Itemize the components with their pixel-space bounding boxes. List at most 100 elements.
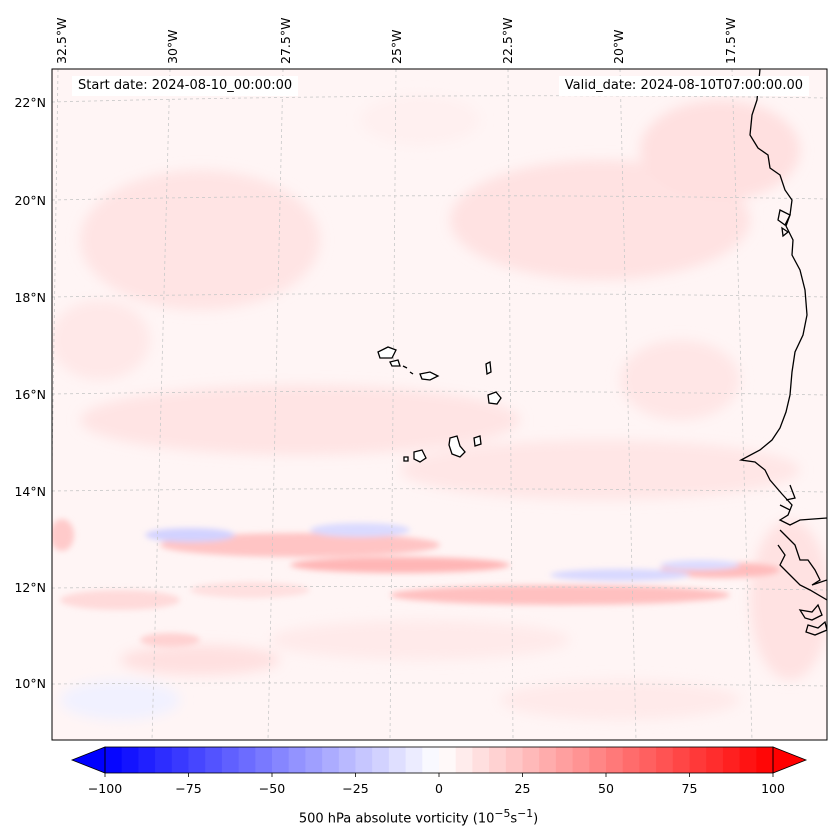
colorbar-tick-label: −100 [88,781,122,796]
colorbar-tick-label: −50 [259,781,285,796]
gridline-10n [52,682,827,687]
colorbar-bin [238,747,256,773]
colorbar-bin [422,747,440,773]
island-maio [473,435,482,447]
latitude-label: 14°N [14,484,46,499]
cape-verde-islands [377,346,502,463]
island-sal [485,360,492,376]
colorbar-bin [539,747,557,773]
colorbar-bin [656,747,674,773]
colorbar-bin [188,747,206,773]
coast-inlet-20n [777,209,791,226]
longitude-label: 25°W [389,29,404,64]
map-panel [52,69,827,740]
colorbar-tick-label: 50 [598,781,614,796]
colorbar-label: 500 hPa absolute vorticity (10−5s−1) [0,807,837,826]
colorbar-bin [255,747,273,773]
gridline-25w [389,69,397,740]
longitude-label: 20°W [611,29,626,64]
colorbar-bin [305,747,323,773]
latitude-label: 20°N [14,193,46,208]
latitude-label: 12°N [14,580,46,595]
colorbar-bin [489,747,507,773]
gridline-27.5w [267,69,284,740]
colorbar-bin [338,747,356,773]
colorbar-label-prefix: 500 hPa absolute vorticity (10 [298,811,495,827]
colorbar-bin [288,747,306,773]
colorbar-label-exp1: −5 [494,807,511,820]
colorbar-bin [205,747,223,773]
latitude-label: 10°N [14,676,46,691]
gridline-30w [151,69,171,740]
colorbar-bin [739,747,757,773]
vorticity-band-12n [52,519,780,647]
colorbar-bin [572,747,590,773]
vorticity-field-shading [52,95,827,720]
island-santiago [448,435,466,458]
colorbar-bin [105,747,123,773]
colorbar-extend-max [772,746,808,774]
coastline [738,69,827,636]
colorbar-bin [121,747,139,773]
longitude-label: 27.5°W [278,18,293,64]
colorbar-extend-min [70,746,106,774]
african-coastline [738,69,827,526]
colorbar-bin [372,747,390,773]
longitude-label: 30°W [165,29,180,64]
bijagos-island-b [805,620,827,636]
colorbar-bin [522,747,540,773]
gridline-16n [52,390,827,396]
gambia-coast [779,529,827,586]
colorbar-bin [171,747,189,773]
colorbar-bin [388,747,407,773]
island-sao-vicente [389,359,401,367]
longitude-label: 22.5°W [500,18,515,64]
colorbar-bin [689,747,707,773]
senegal-coast-detail [779,484,796,511]
colorbar-tick-label: 100 [761,781,785,796]
graticule [52,69,827,740]
colorbar-bin [756,747,774,773]
gridline-20w [619,69,637,740]
colorbar-bin [138,747,156,773]
island-boa-vista [487,391,502,405]
colorbar-bin [221,747,240,773]
gridline-18n [52,293,827,298]
island-fogo [413,449,427,463]
colorbar-bin [589,747,607,773]
bijagos-island-a [798,603,823,621]
colorbar-bin [322,747,340,773]
colorbar-tick-label: 0 [435,781,443,796]
colorbar-bin [505,747,523,773]
colorbar-tick-label: 25 [515,781,531,796]
colorbar-bin [606,747,624,773]
longitude-label: 17.5°W [723,18,738,64]
colorbar-bin [622,747,640,773]
colorbar-label-suffix: ) [533,811,539,827]
colorbar-tick-label: −75 [175,781,201,796]
colorbar-bin [722,747,741,773]
gridline-22n [52,95,827,103]
colorbar-tick-label: −25 [342,781,368,796]
latitude-labels: 22°N 20°N 18°N 16°N 14°N 12°N 10°N [14,95,46,691]
colorbar-tick-label: 75 [682,781,698,796]
latitude-label: 22°N [14,95,46,110]
colorbar: −100 −75 −50 −25 0 25 50 75 100 [70,746,808,796]
island-santa-luzia [402,365,408,369]
colorbar-bin [405,747,423,773]
longitude-labels: 32.5°W 30°W 27.5°W 25°W 22.5°W 20°W 17.5°W [54,18,738,64]
valid-date-label: Valid_date: 2024-08-10T07:00:00.00 [558,76,809,96]
start-date-label: Start date: 2024-08-10_00:00:00 [72,76,299,96]
colorbar-label-exp2: −1 [517,807,534,820]
colorbar-bin [555,747,574,773]
colorbar-bin [706,747,724,773]
gridline-22.5w [507,69,514,740]
gridline-17.5w [731,69,753,740]
colorbar-bin [272,747,290,773]
island-branco [409,371,414,375]
colorbar-bin [639,747,657,773]
map-frame [51,68,828,741]
colorbar-bin [355,747,373,773]
gridline-20n [52,195,827,201]
